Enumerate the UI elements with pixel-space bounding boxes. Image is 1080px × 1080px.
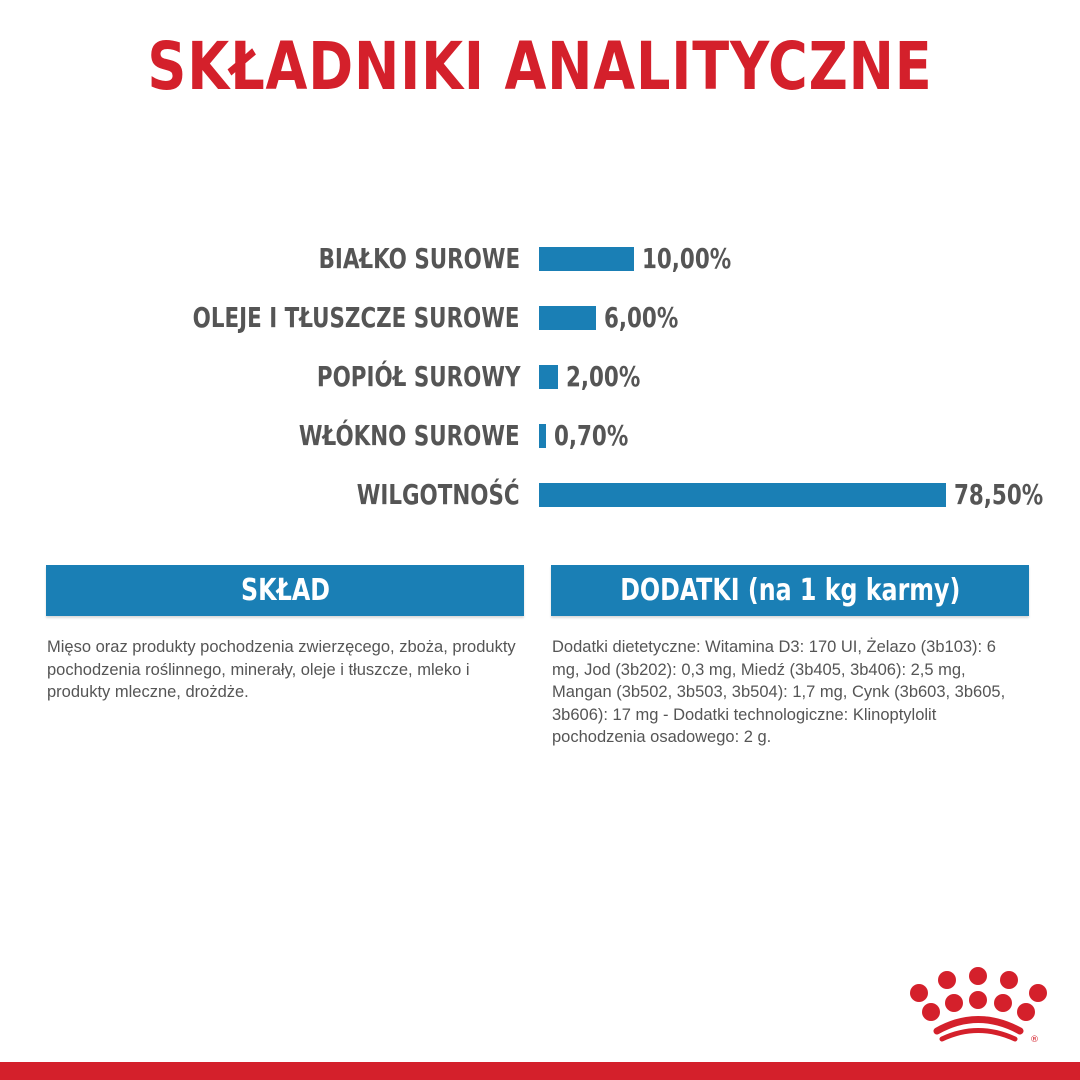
brand-footer-band [0, 1062, 1080, 1080]
category-label: POPIÓŁ SUROWY [316, 360, 520, 393]
chart-row: BIAŁKO SUROWE 10,00% [0, 239, 1080, 279]
section-header-label: DODATKI (na 1 kg karmy) [619, 573, 961, 608]
section-header-dodatki: DODATKI (na 1 kg karmy) [551, 565, 1029, 616]
section-text-sklad: Mięso oraz produkty pochodzenia zwierzęc… [47, 638, 516, 701]
section-text-dodatki: Dodatki dietetyczne: Witamina D3: 170 UI… [552, 638, 1006, 746]
chart-row: WŁÓKNO SUROWE 0,70% [0, 416, 1080, 456]
value-label: 2,00% [566, 360, 641, 393]
chart-row: OLEJE I TŁUSZCZE SUROWE 6,00% [0, 298, 1080, 338]
category-label: WILGOTNOŚĆ [357, 478, 520, 511]
bar [539, 306, 596, 330]
bar [539, 247, 634, 271]
royal-canin-crown-logo: ® [880, 950, 1060, 1054]
value-label: 78,50% [953, 478, 1043, 511]
category-label: BIAŁKO SUROWE [318, 242, 520, 275]
value-label: 6,00% [604, 301, 679, 334]
chart-row: WILGOTNOŚĆ 78,50% [0, 475, 1080, 515]
page-title: SKŁADNIKI ANALITYCZNE [147, 28, 933, 105]
registered-mark: ® [1030, 1035, 1039, 1045]
chart-row: POPIÓŁ SUROWY 2,00% [0, 357, 1080, 397]
bar [539, 483, 946, 507]
section-header-sklad: SKŁAD [46, 565, 524, 616]
category-label: WŁÓKNO SUROWE [299, 419, 520, 452]
section-header-label: SKŁAD [240, 573, 330, 608]
bar [539, 424, 546, 448]
value-label: 0,70% [553, 419, 628, 452]
category-label: OLEJE I TŁUSZCZE SUROWE [193, 301, 520, 334]
value-label: 10,00% [642, 242, 732, 275]
bar [539, 365, 558, 389]
